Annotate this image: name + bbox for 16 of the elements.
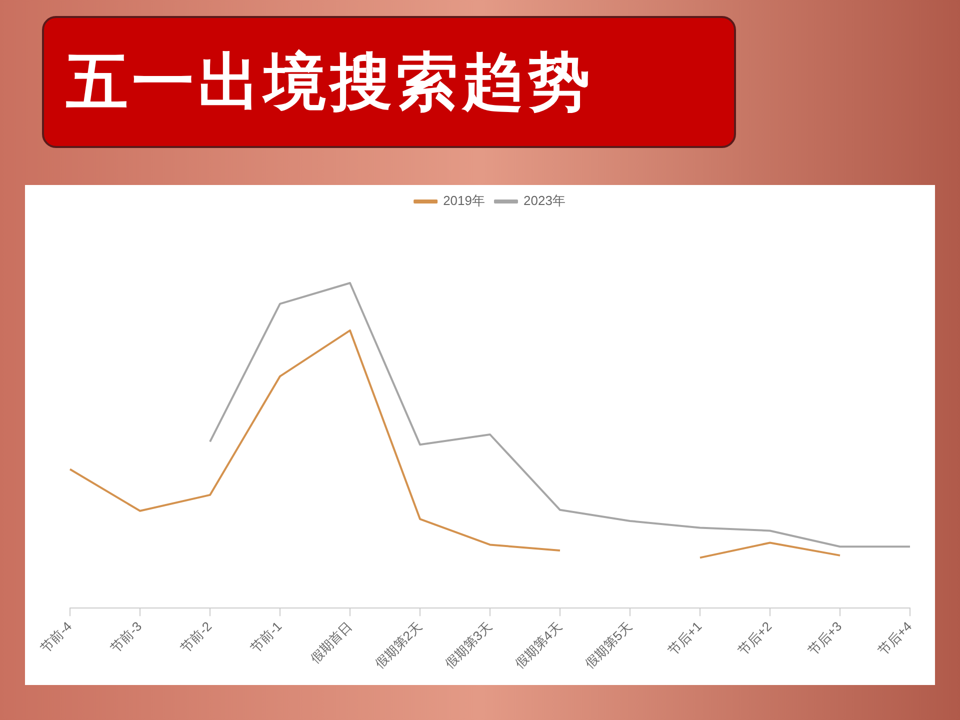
- x-tick-label: 假期第5天: [582, 618, 635, 672]
- x-tick-label: 节后+2: [735, 618, 775, 658]
- x-tick-label: 节后+3: [805, 618, 845, 658]
- x-tick-label: 假期第2天: [372, 618, 425, 672]
- x-tick-label: 假期第3天: [442, 618, 495, 672]
- x-tick-label: 节前-2: [177, 618, 215, 656]
- x-tick-label: 节后+4: [875, 618, 915, 658]
- x-tick-label: 节后+1: [665, 618, 705, 658]
- x-tick-label: 节前-1: [247, 618, 285, 656]
- chart-title: 五一出境搜索趋势: [42, 16, 736, 148]
- x-tick-label: 假期第4天: [512, 618, 565, 672]
- x-tick-label: 假期首日: [307, 618, 355, 666]
- x-tick-label: 节前-3: [107, 618, 145, 656]
- x-tick-label: 节前-4: [37, 618, 75, 656]
- legend-label: 2019年: [443, 193, 485, 208]
- legend-label: 2023年: [524, 193, 566, 208]
